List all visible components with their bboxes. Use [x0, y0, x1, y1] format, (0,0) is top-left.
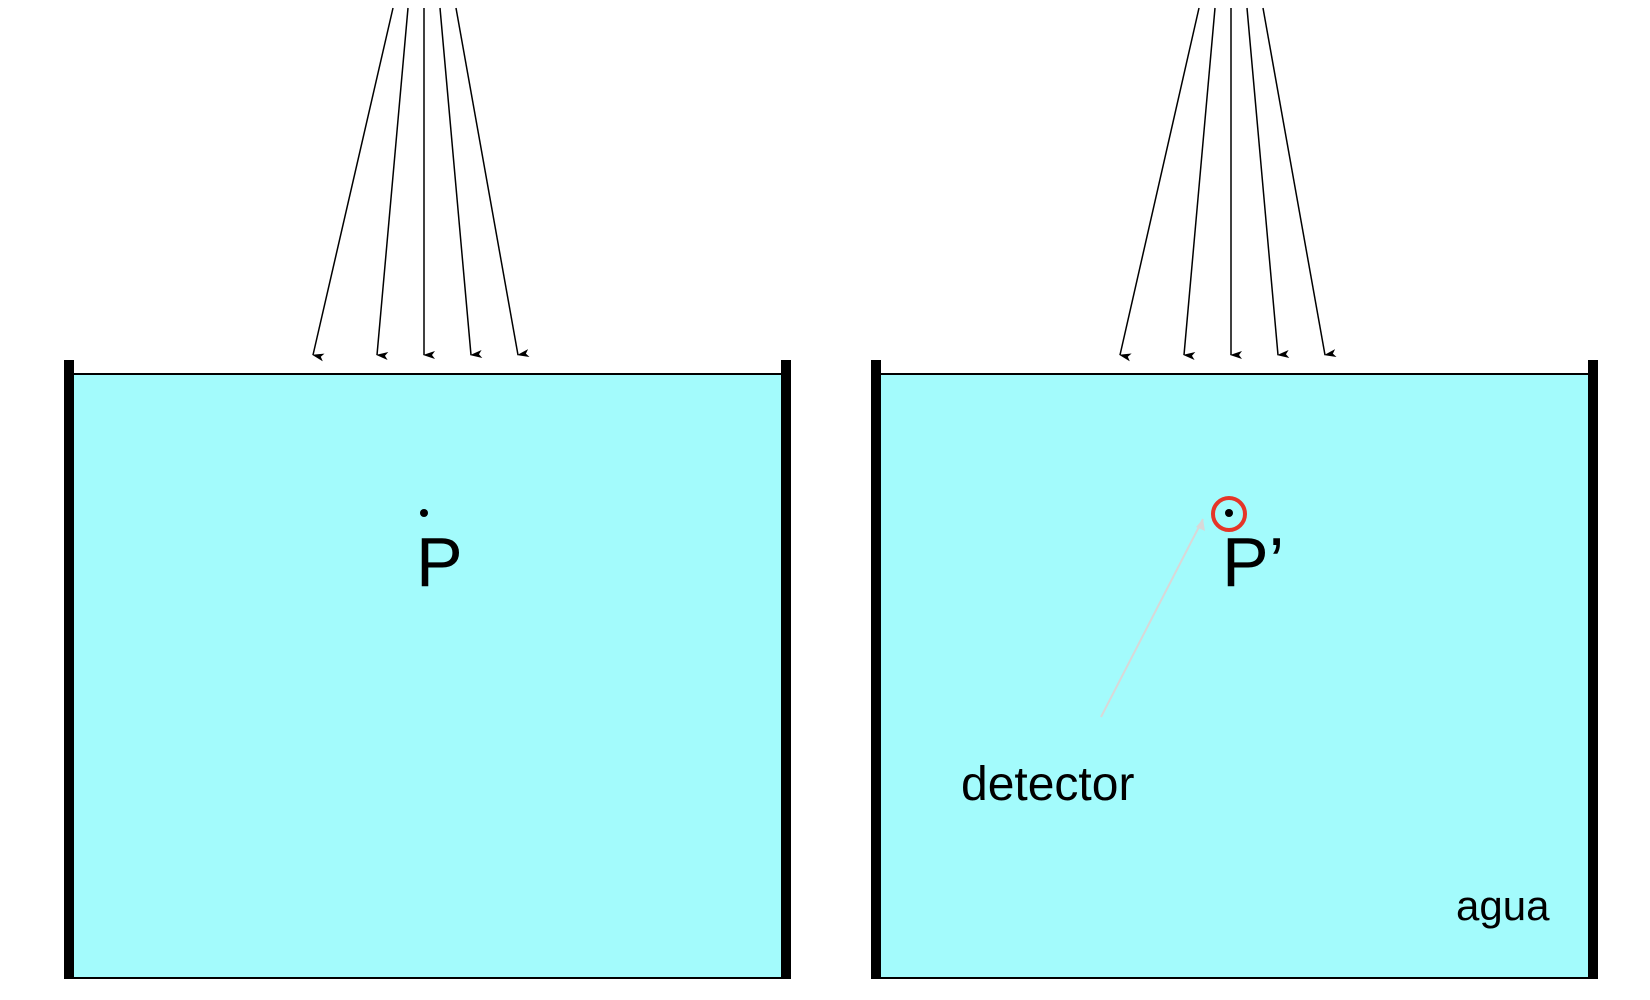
detector-label: detector [961, 758, 1134, 811]
left-beam-arrow [312, 7, 394, 362]
left-point-label: P [416, 523, 463, 601]
right-water-tank [871, 360, 1598, 979]
right-beam-arrows [1119, 7, 1337, 362]
detector-pointer-line [1100, 518, 1204, 718]
right-point-dot [1225, 509, 1233, 517]
right-beam-arrow [1262, 7, 1337, 358]
left-beam-arrows [312, 7, 530, 362]
right-beam-arrow [1119, 7, 1200, 362]
left-water-tank [64, 360, 791, 979]
detector-ring [1211, 496, 1247, 532]
left-point-dot [420, 509, 428, 517]
detector-pointer-arrowhead [1196, 519, 1205, 531]
left-beam-arrow [455, 7, 530, 358]
left-beam-arrow [439, 7, 483, 359]
right-beam-arrow [1183, 7, 1216, 360]
right-water-body [878, 374, 1592, 978]
left-water-body [70, 374, 784, 978]
medium-label: agua [1456, 882, 1550, 929]
left-beam-arrow [376, 7, 409, 360]
right-beam-arrow [1246, 7, 1290, 359]
right-point-label: P’ [1222, 523, 1284, 601]
